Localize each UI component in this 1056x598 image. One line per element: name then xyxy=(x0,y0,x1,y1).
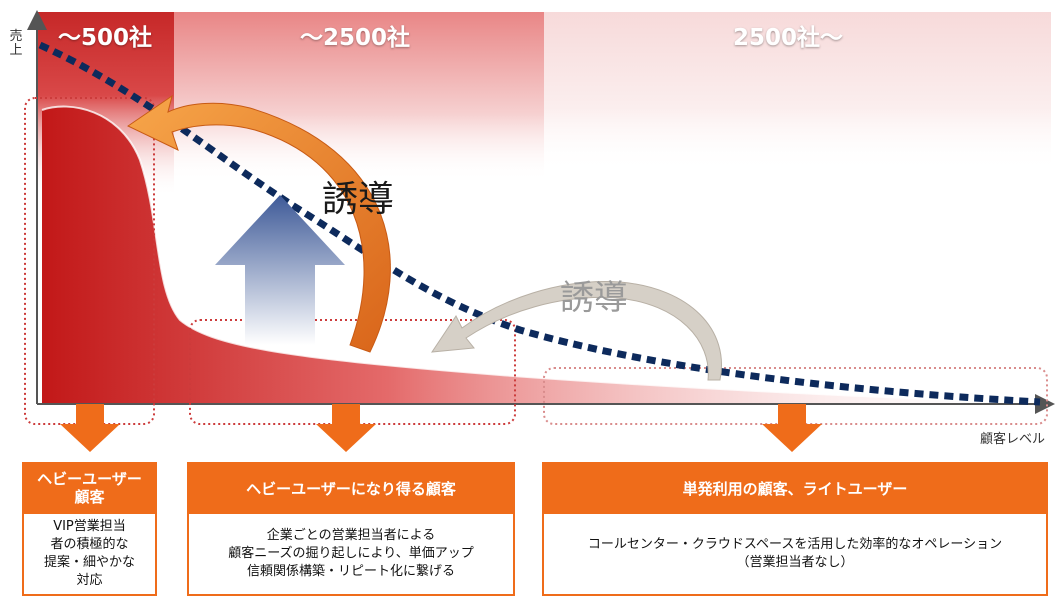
long-tail-area xyxy=(42,106,1030,404)
box-potential-heavy-user-body-line: 顧客ニーズの掘り起しにより、単価アップ xyxy=(228,546,474,561)
x-axis-label: 顧客レベル xyxy=(980,432,1046,447)
segment-label-3: 2500社～ xyxy=(733,25,844,51)
segment-label-2: ～2500社 xyxy=(300,25,411,51)
main-guidance-label: 誘導 xyxy=(322,179,395,220)
box-heavy-user-body: VIP営業担当 者の積極的な 提案・細やかな 対応 xyxy=(22,514,157,596)
box-heavy-user-title-line-2: 顧客 xyxy=(74,488,105,506)
box-heavy-user-title: ヘビーユーザー 顧客 xyxy=(22,462,157,514)
up-arrow-icon xyxy=(215,195,345,345)
box-potential-heavy-user-body-line: 企業ごとの営業担当者による xyxy=(266,528,436,543)
box-light-user-body: コールセンター・クラウドスペースを活用した効率的なオペレーション （営業担当者な… xyxy=(542,514,1048,596)
down-arrow-icon xyxy=(316,404,376,452)
curved-arrow-icon-secondary xyxy=(431,281,722,381)
box-light-user-body-line: （営業担当者なし） xyxy=(736,555,854,570)
box-heavy-user-body-line: 対応 xyxy=(76,573,103,588)
sales-trend-line xyxy=(38,41,1041,406)
box-potential-heavy-user-body-line: 信頼関係構築・リピート化に繋げる xyxy=(246,564,455,579)
box-heavy-user-title-line-1: ヘビーユーザー xyxy=(37,470,142,488)
y-axis-label: 売上 xyxy=(9,29,23,58)
segment-band-3 xyxy=(544,12,1051,172)
down-arrow-icon xyxy=(60,404,120,452)
box-light-user-body-line: コールセンター・クラウドスペースを活用した効率的なオペレーション xyxy=(587,537,1003,552)
box-heavy-user-body-line: 者の積極的な xyxy=(50,537,129,552)
segment-band-2 xyxy=(174,12,544,182)
box-light-user-title: 単発利用の顧客、ライトユーザー xyxy=(542,462,1048,514)
box-light-user: 単発利用の顧客、ライトユーザー コールセンター・クラウドスペースを活用した効率的… xyxy=(542,462,1048,596)
box-potential-heavy-user-title: ヘビーユーザーになり得る顧客 xyxy=(187,462,515,514)
box-heavy-user-body-line: 提案・細やかな xyxy=(43,555,135,570)
box-heavy-user: ヘビーユーザー 顧客 VIP営業担当 者の積極的な 提案・細やかな 対応 xyxy=(22,462,157,596)
down-arrow-icon xyxy=(762,404,822,452)
secondary-guidance-label: 誘導 xyxy=(560,278,628,318)
box-heavy-user-body-line: VIP営業担当 xyxy=(53,519,126,534)
curved-arrow-icon xyxy=(127,94,391,353)
box-potential-heavy-user: ヘビーユーザーになり得る顧客 企業ごとの営業担当者による 顧客ニーズの掘り起しに… xyxy=(187,462,515,596)
segment-label-1: ～500社 xyxy=(58,25,153,51)
box-potential-heavy-user-body: 企業ごとの営業担当者による 顧客ニーズの掘り起しにより、単価アップ 信頼関係構築… xyxy=(187,514,515,596)
